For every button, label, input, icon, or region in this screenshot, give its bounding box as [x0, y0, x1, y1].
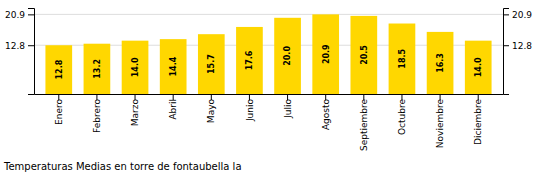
- tick: 12.8: [5, 41, 34, 51]
- tick: Enero: [54, 94, 64, 125]
- data-label: 16.3: [436, 53, 445, 73]
- tick-label: 12.8: [512, 41, 532, 51]
- data-label: 17.6: [245, 50, 254, 70]
- data-label: 18.5: [398, 48, 407, 68]
- tick-mark: [503, 45, 509, 46]
- tick-label: Noviembre: [435, 99, 445, 149]
- tick-label: Julio: [283, 99, 293, 119]
- bar: [350, 16, 377, 94]
- tick-mark: [503, 14, 509, 15]
- tick-label: Mayo: [206, 99, 216, 124]
- tick-label: Enero: [54, 99, 64, 125]
- data-label: 15.7: [207, 54, 216, 74]
- axis-line: [504, 9, 510, 95]
- tick: Septiembre: [359, 94, 369, 151]
- chart-container: 12.8 13.2 14.0 14.4 15.7 17.6 20.0 20.9 20.5 18.5…: [0, 0, 537, 174]
- data-label: 13.2: [93, 59, 102, 79]
- y-axis-right: 12.8 20.9: [503, 9, 532, 95]
- data-label: 20.5: [360, 45, 369, 65]
- bar: [427, 32, 454, 94]
- data-label: 14.4: [169, 56, 178, 76]
- bar: [312, 14, 339, 94]
- bar: [198, 34, 225, 94]
- tick: 12.8: [503, 41, 532, 51]
- tick-label: Junio: [245, 99, 255, 123]
- tick: Diciembre: [473, 94, 483, 145]
- tick: Octubre: [397, 94, 407, 135]
- axis-line: [35, 94, 504, 95]
- tick-label: 20.9: [5, 10, 25, 20]
- tick: Abril: [168, 94, 178, 120]
- data-label: 20.0: [283, 46, 292, 66]
- data-labels: 12.8 13.2 14.0 14.4 15.7 17.6 20.0 20.9 20.5 18.5…: [55, 44, 483, 80]
- tick: Noviembre: [435, 94, 445, 148]
- bar: [45, 45, 72, 94]
- bars: [45, 14, 491, 94]
- grid-line: [34, 14, 503, 15]
- axis-line: [28, 9, 35, 95]
- bar: [389, 24, 416, 94]
- tick: Julio: [283, 94, 293, 119]
- data-label: 14.0: [131, 57, 140, 77]
- title: Temperaturas Medias en torre de fontaube…: [3, 161, 242, 172]
- tick-label: Diciembre: [473, 99, 483, 145]
- bar: [274, 18, 301, 94]
- tick: 20.9: [5, 10, 34, 20]
- tick: Junio: [245, 94, 255, 122]
- tick-label: Octubre: [397, 99, 407, 135]
- tick: Febrero: [92, 94, 102, 133]
- tick-label: 20.9: [512, 10, 532, 20]
- bar: [465, 41, 492, 94]
- tick: Marzo: [130, 94, 140, 126]
- data-label: 20.9: [321, 44, 330, 64]
- tick-label: Febrero: [92, 99, 102, 133]
- bar: [84, 44, 111, 94]
- data-label: 12.8: [55, 59, 64, 79]
- data-label: 14.0: [474, 57, 483, 77]
- bar: [122, 41, 149, 94]
- tick: 20.9: [503, 10, 532, 20]
- tick-mark: [28, 45, 34, 46]
- tick-label: 12.8: [5, 41, 25, 51]
- bar: [236, 27, 263, 94]
- tick-label: Marzo: [130, 99, 140, 127]
- tick-label: Agosto: [321, 99, 331, 131]
- bar: [160, 39, 187, 94]
- x-axis: Enero Febrero Marzo Abril Mayo Junio Julio Agos…: [35, 94, 504, 151]
- tick: Agosto: [321, 94, 331, 130]
- chart: 12.8 13.2 14.0 14.4 15.7 17.6 20.0 20.9 20.5 18.5…: [0, 0, 537, 174]
- tick: Mayo: [206, 94, 216, 123]
- tick-label: Septiembre: [359, 99, 369, 152]
- y-axis-left: 12.8 20.9: [5, 9, 35, 95]
- tick-label: Abril: [168, 99, 178, 120]
- tick-mark: [28, 14, 34, 15]
